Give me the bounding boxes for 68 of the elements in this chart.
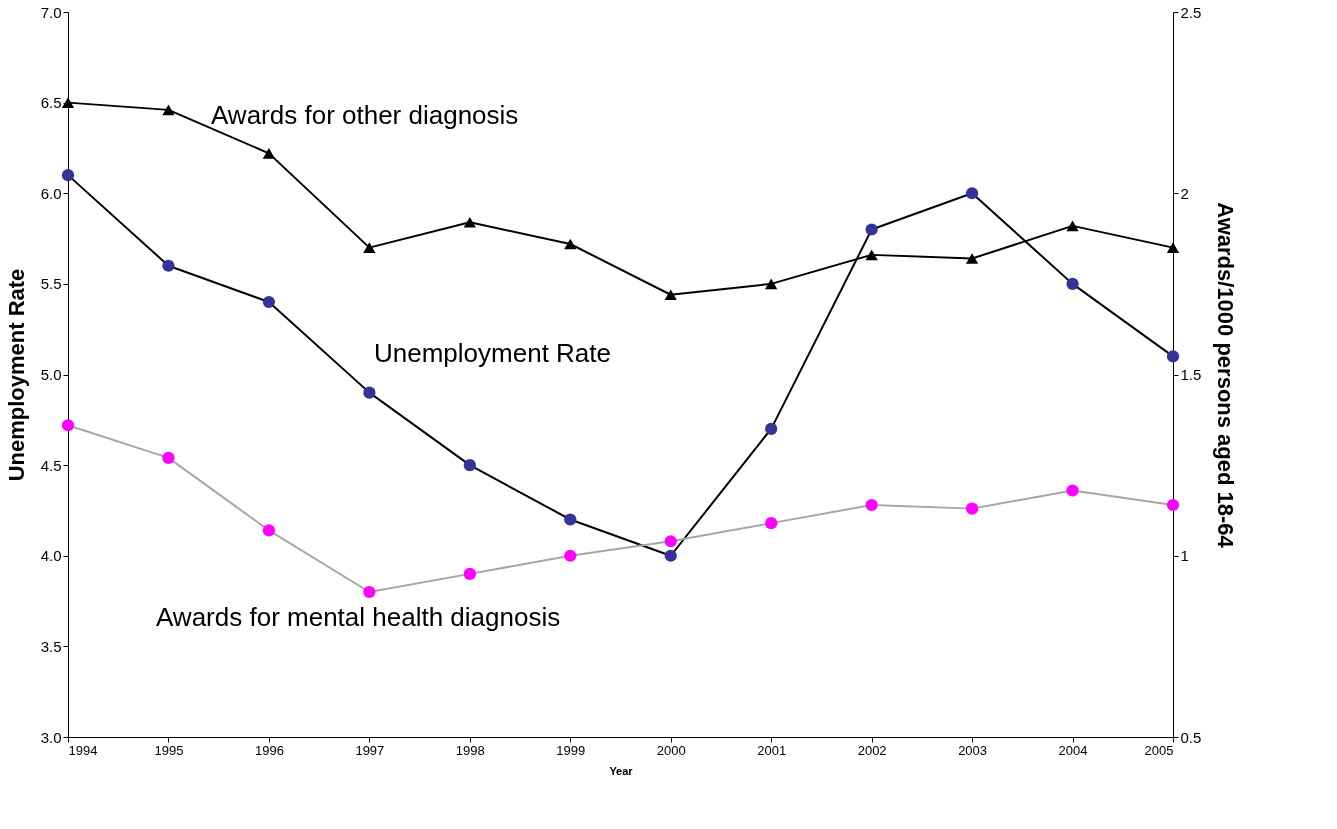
x-tick-label: 1999 — [556, 742, 586, 758]
y2-tick-label: 0.5 — [1180, 728, 1202, 746]
point — [1066, 277, 1079, 290]
x-tick-label: 2002 — [857, 742, 887, 758]
point — [262, 524, 276, 537]
point — [564, 549, 577, 562]
y-tick-label: 3.5 — [40, 637, 62, 655]
point — [1166, 242, 1180, 253]
point — [664, 535, 677, 548]
y-tick-label: 6.0 — [40, 184, 62, 202]
y2-tick-label: 1.5 — [1180, 366, 1202, 383]
point — [965, 187, 979, 200]
point — [262, 148, 276, 159]
point — [664, 289, 677, 301]
point — [61, 419, 75, 432]
point — [1166, 350, 1180, 363]
x-tick-label: 1997 — [355, 742, 385, 758]
point — [765, 517, 778, 530]
point — [363, 386, 376, 399]
x-tick-label: 1998 — [455, 742, 485, 758]
y-tick-label: 5.0 — [40, 366, 62, 383]
y2-tick-label: 2 — [1180, 184, 1189, 202]
point — [463, 459, 476, 472]
point — [363, 585, 376, 599]
y2-tick-label: 2.5 — [1180, 3, 1202, 21]
x-tick-label: 2005 — [1144, 742, 1174, 758]
y-axis-title: Unemployment Rate — [3, 268, 29, 482]
x-tick-label: 1994 — [68, 742, 98, 758]
point — [463, 567, 476, 580]
series-label: Awards for mental health diagnosis — [156, 602, 561, 632]
x-tick-label: 2004 — [1058, 742, 1088, 758]
y-tick-label: 3.0 — [40, 728, 62, 746]
point — [564, 238, 577, 250]
point — [162, 104, 175, 116]
y-tick-label: 7.0 — [40, 3, 62, 21]
x-tick-label: 2003 — [958, 742, 988, 758]
y2-axis-title: Awards/1000 persons aged 18-64 — [1213, 202, 1239, 549]
point — [61, 169, 75, 182]
series-label: Awards for other diagnosis — [211, 100, 519, 130]
point — [1066, 220, 1079, 232]
point — [865, 498, 878, 512]
point — [162, 259, 175, 272]
y2-tick-label: 1 — [1180, 547, 1189, 565]
y-tick-label: 5.5 — [40, 275, 62, 293]
y-tick-label: 4.0 — [40, 547, 62, 565]
x-tick-label: 2000 — [656, 742, 686, 758]
point — [1066, 484, 1079, 497]
point — [363, 242, 376, 253]
point — [765, 278, 778, 290]
x-tick-label: 1996 — [254, 742, 284, 758]
y-tick-label: 6.5 — [40, 94, 62, 112]
point — [61, 97, 75, 108]
point — [965, 253, 979, 264]
point — [162, 451, 175, 464]
point — [262, 295, 276, 309]
point — [965, 502, 979, 515]
point — [865, 223, 878, 236]
point — [463, 216, 476, 228]
point — [664, 549, 677, 562]
y-tick-label: 4.5 — [40, 456, 62, 474]
point — [765, 422, 778, 435]
series-label: Unemployment Rate — [374, 338, 611, 368]
point — [1166, 498, 1180, 512]
x-tick-label: 2001 — [757, 742, 787, 758]
x-tick-label: 1995 — [154, 742, 184, 758]
point — [564, 513, 577, 526]
x-axis-title: Year — [609, 764, 634, 777]
point — [865, 249, 878, 261]
